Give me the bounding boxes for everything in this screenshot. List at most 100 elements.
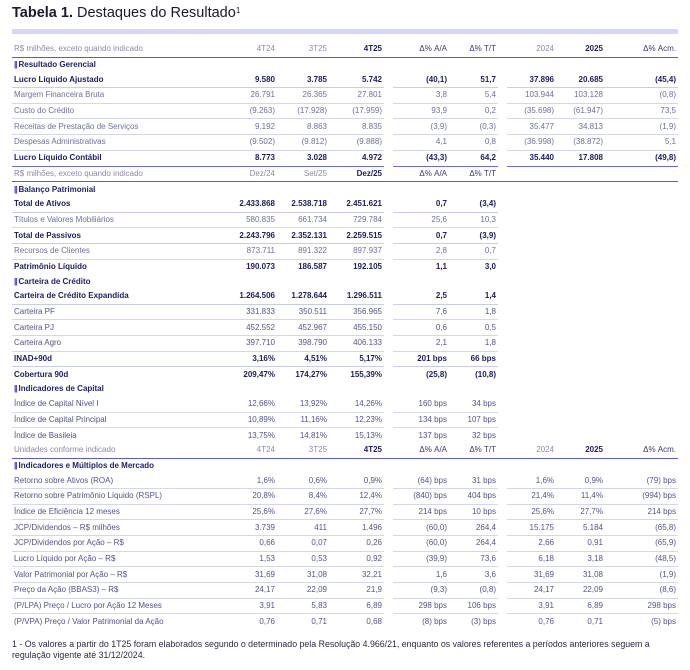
cell-value: 17.808 xyxy=(556,150,605,167)
cell-value: 34.813 xyxy=(556,118,605,136)
cell-value: 3.785 xyxy=(277,72,329,89)
cell-value xyxy=(507,274,556,289)
cell-value xyxy=(556,304,605,320)
column-spacer xyxy=(498,166,507,183)
column-spacer xyxy=(498,382,507,397)
table-row: Índice de Capital Nível I 12,66% 13,92% 14,… xyxy=(12,396,678,413)
cell-value: (10,8) xyxy=(475,369,496,379)
title-divider xyxy=(12,29,678,34)
column-spacer xyxy=(498,520,507,536)
cell-value: 2024 xyxy=(507,442,556,459)
cell-value: 8,4% xyxy=(277,488,329,505)
cell-value: 3,6 xyxy=(449,566,498,584)
cell-value: (17.959) xyxy=(329,103,384,120)
cell-value: 64,2 xyxy=(449,150,498,167)
cell-value: 5,83 xyxy=(277,598,329,615)
column-spacer xyxy=(498,367,507,382)
cell-value xyxy=(605,458,678,473)
cell-value xyxy=(556,166,605,183)
column-spacer xyxy=(498,197,507,212)
cell-value xyxy=(507,228,556,244)
cell-value: 0,76 xyxy=(538,616,554,626)
cell-value: 2,8 xyxy=(393,243,449,260)
cell-value: 27,7% xyxy=(329,504,384,521)
section-header: Carteira de Crédito xyxy=(12,274,678,289)
cell-value: 3,8 xyxy=(393,87,449,104)
section-header: Indicadores de Capital xyxy=(12,382,678,397)
column-spacer xyxy=(384,583,393,599)
column-spacer xyxy=(384,336,393,352)
cell-value: 73,5 xyxy=(605,103,678,120)
cell-value: 32 bps xyxy=(471,430,496,440)
cell-value xyxy=(277,274,329,289)
row-label: Recursos de Clientes xyxy=(12,243,217,260)
cell-value xyxy=(449,57,498,72)
cell-value: 455.150 xyxy=(329,319,384,337)
column-spacer xyxy=(384,289,393,304)
cell-value: (40,1) xyxy=(393,72,449,89)
column-spacer xyxy=(498,458,507,473)
row-label: Carteira de Crédito Expandida xyxy=(12,289,217,305)
cell-value: 1,4 xyxy=(449,289,498,305)
cell-value xyxy=(507,336,556,352)
cell-value: 73,6 xyxy=(449,551,498,568)
cell-value: 14,81% xyxy=(299,430,327,440)
row-label: (P/LPA) Preço / Lucro por Ação 12 Meses xyxy=(12,598,217,615)
cell-value: 103.944 xyxy=(507,87,556,104)
table-title: Tabela 1. Destaques do Resultado1 xyxy=(12,5,241,21)
row-label: Resultado Gerencial xyxy=(12,57,217,72)
column-spacer xyxy=(384,397,393,412)
cell-value xyxy=(556,243,605,259)
column-spacer xyxy=(384,520,393,536)
cell-value: Δ% T/T xyxy=(449,442,498,459)
cell-value xyxy=(507,412,556,428)
cell-value xyxy=(605,428,678,443)
cell-value: (3) bps xyxy=(471,616,496,626)
cell-value xyxy=(556,197,605,212)
table-row: Índice de Eficiência 12 meses 25,6% 27,6% 2… xyxy=(12,504,678,521)
cell-value: 3,91 xyxy=(507,598,556,615)
row-label: R$ milhões, exceto quando indicado xyxy=(12,42,217,58)
cell-value: (17.928) xyxy=(277,103,329,120)
row-label: R$ milhões, exceto quando indicado xyxy=(12,166,217,183)
cell-value: 20,8% xyxy=(217,488,277,505)
column-spacer xyxy=(384,598,393,614)
cell-value: 1,6% xyxy=(217,473,277,489)
column-spacer xyxy=(498,289,507,304)
cell-value: 137 bps xyxy=(418,430,447,440)
cell-value: 0,68 xyxy=(366,616,382,626)
column-spacer xyxy=(384,150,393,166)
cell-value: 24,17 xyxy=(507,582,556,599)
cell-value: 1.278.644 xyxy=(277,289,329,305)
cell-value: (39,9) xyxy=(393,551,449,568)
results-table: R$ milhões, exceto quando indicado 4T24 3T… xyxy=(12,42,678,629)
cell-value xyxy=(217,57,277,72)
table-row: INAD+90d 3,16% 4,51% 5,17% 201 bps 66 bps xyxy=(12,351,678,368)
row-label: (P/VPA) Preço / Valor Patrimonial da Açã… xyxy=(14,616,164,626)
table-row: Total de Passivos 2.243.796 2.352.131 2.259… xyxy=(12,227,678,244)
cell-value xyxy=(556,182,605,197)
cell-value xyxy=(393,274,449,289)
table-row: Valor Patrimonial por Ação – R$ 31,69 31,0… xyxy=(12,566,678,584)
cell-value xyxy=(507,182,556,197)
row-label: Margem Financeira Bruta xyxy=(12,87,217,104)
column-spacer xyxy=(384,382,393,397)
cell-value: 21,4% xyxy=(507,488,556,505)
row-label: Retorno sobre Patrimônio Líquido (RSPL) xyxy=(12,488,217,505)
table-row: Retorno sobre Patrimônio Líquido (RSPL) 2… xyxy=(12,488,678,505)
cell-value xyxy=(556,382,605,397)
column-spacer xyxy=(498,182,507,197)
column-spacer xyxy=(498,88,507,104)
cell-value: 9.192 xyxy=(217,118,277,136)
cell-value: Δ% A/A xyxy=(393,166,449,183)
cell-value xyxy=(277,182,329,197)
cell-value: 12,23% xyxy=(329,412,384,429)
row-label: Carteira PF xyxy=(12,304,217,321)
cell-value xyxy=(556,228,605,244)
cell-value xyxy=(507,428,556,443)
cell-value: 0,9% xyxy=(556,473,605,489)
cell-value: 331.833 xyxy=(217,304,277,321)
cell-value xyxy=(507,259,556,274)
cell-value xyxy=(556,57,605,72)
cell-value: 3.028 xyxy=(277,150,329,167)
